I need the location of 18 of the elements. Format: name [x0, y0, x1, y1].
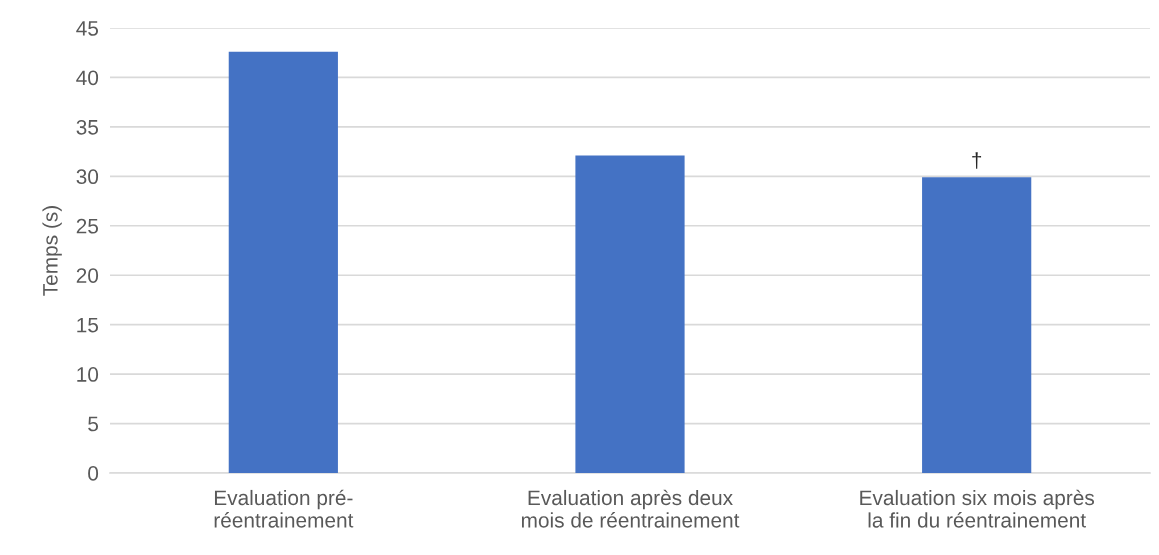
y-tick-label: 35	[76, 119, 99, 135]
y-tick-label: 25	[76, 218, 99, 234]
y-tick-label: 15	[77, 317, 99, 333]
x-tick-label: Evaluation après deux mois de réentrainement	[521, 489, 740, 528]
annotation: †	[972, 152, 982, 169]
y-tick-label: 10	[77, 367, 99, 382]
y-tick-label: 5	[88, 416, 99, 432]
bar	[228, 51, 338, 473]
x-tick-label: Evaluation pré- réentrainement	[214, 489, 354, 528]
y-tick-label: 0	[88, 466, 99, 481]
y-axis-title: Temps (s)	[42, 206, 62, 296]
bar	[575, 155, 685, 473]
y-tick-label: 30	[76, 169, 99, 185]
y-tick-label: 40	[76, 70, 99, 86]
bar	[922, 177, 1032, 473]
x-tick-label: Evaluation six mois après la fin du réentrainement	[860, 489, 1095, 528]
y-tick-label: 20	[76, 268, 99, 283]
y-tick-label: 45	[76, 21, 99, 36]
